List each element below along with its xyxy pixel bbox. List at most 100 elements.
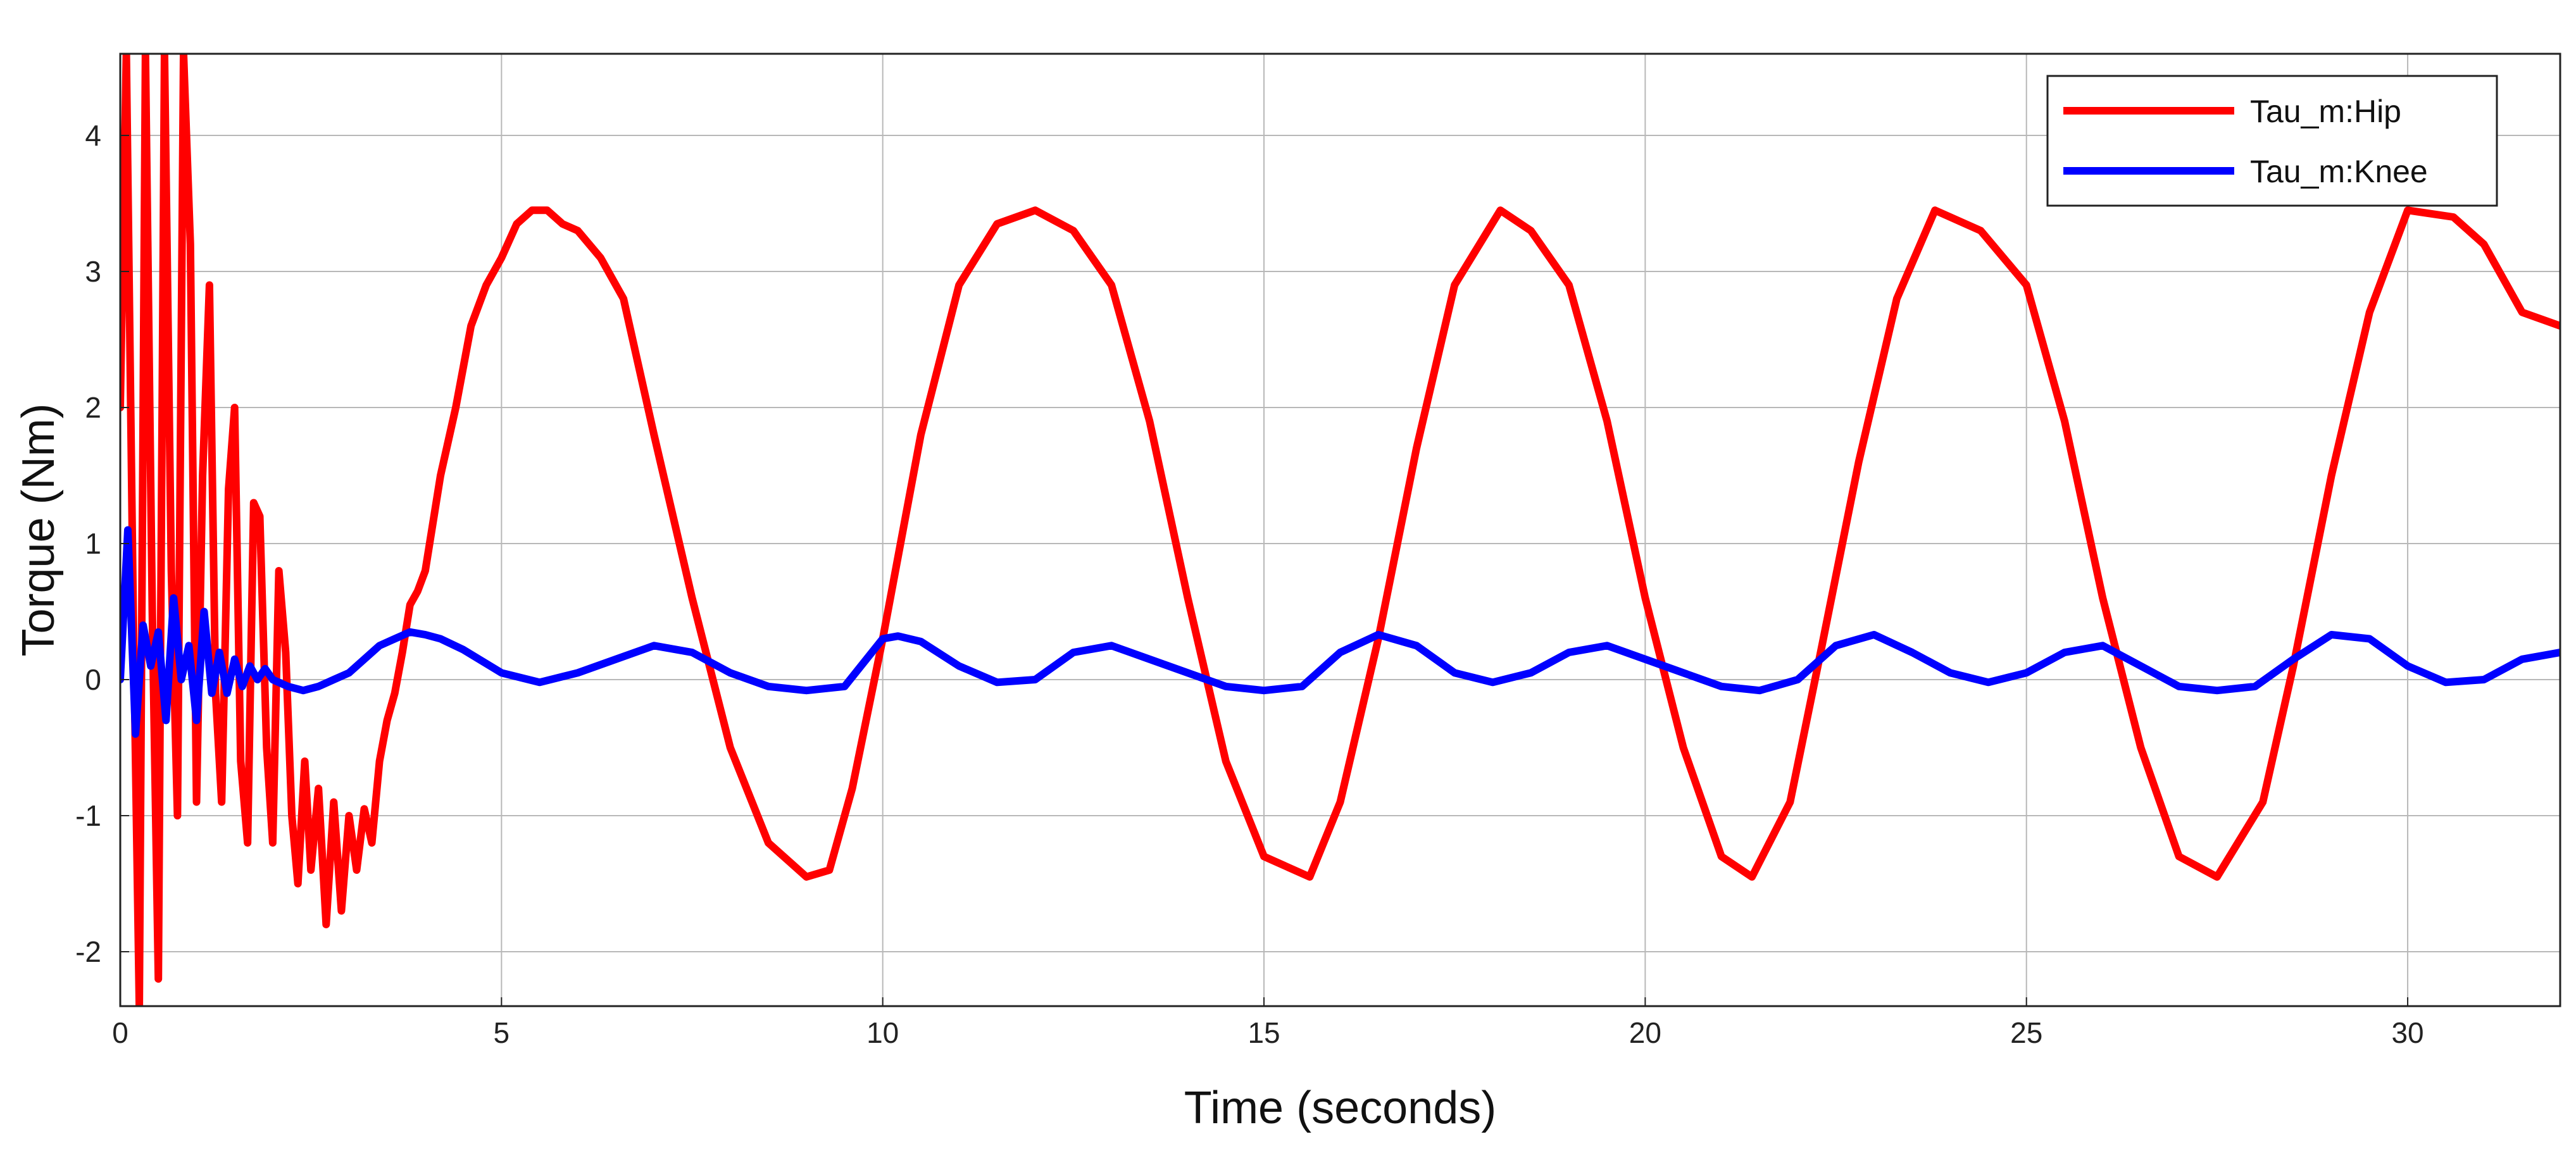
series-0-point-47 — [455, 407, 456, 408]
series-0-point-68 — [996, 223, 997, 225]
series-0-point-54 — [562, 223, 563, 225]
series-1-point-6 — [165, 720, 166, 721]
series-1-point-53 — [1225, 686, 1227, 687]
series-0-point-79 — [1416, 448, 1417, 449]
x-tick-label-6: 30 — [2391, 1016, 2423, 1049]
series-layer — [120, 54, 2560, 1006]
legend-label-0: Tau_m:Hip — [2250, 94, 2401, 129]
legend-box — [2046, 75, 2498, 207]
series-1-point-18 — [257, 679, 258, 680]
series-1-point-34 — [539, 682, 541, 683]
series-1-point-80 — [2254, 686, 2256, 687]
series-1-point-5 — [158, 632, 159, 633]
series-0-point-5 — [152, 611, 153, 613]
series-1-point-56 — [1340, 652, 1341, 653]
series-0-point-95 — [2026, 285, 2027, 286]
series-1-point-15 — [234, 659, 235, 660]
series-0-point-67 — [958, 285, 960, 286]
series-1-point-78 — [2179, 686, 2180, 687]
series-0-point-30 — [310, 869, 311, 871]
series-1-point-36 — [615, 659, 616, 660]
series-1-point-48 — [1035, 679, 1036, 680]
series-1-point-20 — [272, 679, 273, 680]
series-1-point-68 — [1797, 679, 1798, 680]
series-1-point-70 — [1873, 634, 1875, 635]
series-1-point-22 — [303, 690, 304, 691]
series-0-point-76 — [1309, 876, 1310, 878]
series-0-point-99 — [2179, 856, 2180, 857]
series-1-point-43 — [882, 638, 884, 640]
series-1-point-52 — [1187, 672, 1189, 673]
series-0-point-17 — [228, 489, 229, 490]
series-0-point-75 — [1263, 856, 1265, 857]
series-0-point-77 — [1340, 802, 1341, 803]
series-0-point-31 — [318, 788, 319, 789]
series-0-point-18 — [234, 407, 235, 408]
series-1-point-55 — [1301, 686, 1303, 687]
series-0-point-94 — [1980, 230, 1981, 232]
series-0-point-8 — [171, 570, 172, 571]
series-1-point-39 — [730, 672, 731, 673]
series-1-point-54 — [1263, 690, 1265, 691]
series-0-point-85 — [1644, 597, 1646, 599]
series-1-point-57 — [1378, 634, 1379, 635]
series-1-point-75 — [2064, 652, 2065, 653]
series-0-point-22 — [259, 516, 261, 517]
series-line-1 — [120, 526, 2560, 738]
series-1-point-72 — [1949, 672, 1951, 673]
series-0-point-34 — [341, 911, 342, 912]
series-1-point-26 — [364, 659, 365, 660]
series-0-point-90 — [1820, 652, 1822, 653]
series-1-point-63 — [1606, 645, 1608, 646]
series-1-point-50 — [1111, 645, 1112, 646]
series-0-point-81 — [1500, 209, 1501, 211]
series-0-point-13 — [202, 475, 203, 476]
series-0-point-58 — [653, 434, 654, 435]
series-1-point-86 — [2484, 679, 2485, 680]
series-0-point-88 — [1751, 876, 1753, 878]
series-0-point-87 — [1721, 856, 1722, 857]
series-1-point-65 — [1683, 672, 1684, 673]
series-0-point-23 — [266, 747, 267, 749]
series-1-point-29 — [410, 632, 411, 633]
series-0-point-71 — [1111, 285, 1112, 286]
series-0-point-39 — [379, 761, 380, 762]
series-0-point-38 — [372, 842, 373, 844]
series-1-point-19 — [265, 668, 266, 669]
series-0-point-91 — [1858, 461, 1860, 463]
series-1-point-51 — [1149, 659, 1150, 660]
series-0-point-49 — [485, 285, 487, 286]
series-1-point-74 — [2026, 672, 2027, 673]
series-0-point-59 — [692, 597, 693, 599]
series-1-point-59 — [1454, 672, 1455, 673]
series-0-point-51 — [516, 223, 517, 225]
series-1-point-1 — [127, 530, 128, 531]
y-tick-label-4: 2 — [85, 391, 101, 424]
series-0-point-69 — [1035, 209, 1036, 211]
series-1-point-41 — [806, 690, 807, 691]
series-0-point-57 — [623, 298, 624, 299]
x-tick-label-4: 20 — [1629, 1016, 1661, 1049]
series-0-point-98 — [2140, 747, 2141, 749]
series-1-point-21 — [287, 686, 289, 687]
series-1-point-24 — [333, 679, 334, 680]
series-0-point-9 — [177, 815, 178, 816]
series-0-point-29 — [304, 761, 306, 762]
legend: Tau_m:Hip Tau_m:Knee — [2046, 75, 2498, 207]
series-0-point-12 — [196, 802, 197, 803]
series-1-point-49 — [1073, 652, 1074, 653]
series-0-point-89 — [1789, 802, 1791, 803]
plot-area-frame — [119, 53, 2561, 1007]
series-1-point-25 — [348, 672, 349, 673]
series-0-point-26 — [285, 652, 286, 653]
series-0-point-37 — [364, 808, 365, 809]
series-0-point-83 — [1568, 285, 1570, 286]
series-0-point-97 — [2102, 597, 2103, 599]
series-1-point-71 — [1911, 652, 1913, 653]
series-0-point-105 — [2407, 209, 2408, 211]
series-1-point-16 — [242, 686, 243, 687]
series-0-point-101 — [2262, 802, 2263, 803]
series-1-point-42 — [844, 686, 846, 687]
